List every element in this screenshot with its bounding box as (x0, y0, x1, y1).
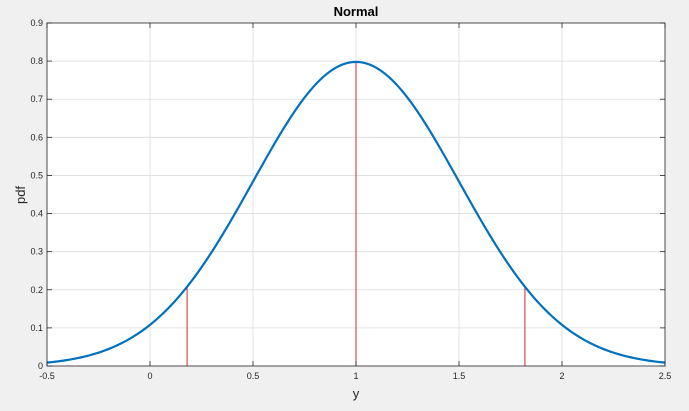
y-tick-label: 0.1 (30, 323, 43, 333)
y-axis-label: pdf (13, 186, 28, 204)
y-tick-label: 0.3 (30, 247, 43, 257)
y-tick-labels: 0 0.1 0.2 0.3 0.4 0.5 0.6 0.7 0.8 0.9 (30, 18, 43, 371)
x-tick-label: 0.5 (247, 371, 260, 381)
x-tick-label: 1.5 (453, 371, 466, 381)
chart-title: Normal (334, 4, 379, 19)
x-tick-label: 2 (559, 371, 564, 381)
y-tick-label: 0.7 (30, 94, 43, 104)
x-tick-label: 2.5 (659, 371, 672, 381)
x-tick-label: 0 (147, 371, 152, 381)
y-tick-label: 0 (38, 361, 43, 371)
x-tick-labels: -0.5 0 0.5 1 1.5 2 2.5 (39, 371, 671, 381)
y-tick-label: 0.6 (30, 132, 43, 142)
y-tick-label: 0.8 (30, 56, 43, 66)
y-tick-label: 0.9 (30, 18, 43, 28)
pdf-curve (46, 60, 666, 364)
pdf-curve-group (46, 60, 666, 364)
marker-lines (186, 61, 526, 366)
x-axis-label: y (353, 386, 360, 401)
y-tick-label: 0.5 (30, 170, 43, 180)
x-tick-label: -0.5 (39, 371, 55, 381)
y-tick-label: 0.2 (30, 285, 43, 295)
x-tick-label: 1 (353, 371, 358, 381)
tick-marks (46, 22, 666, 367)
y-tick-label: 0.4 (30, 209, 43, 219)
